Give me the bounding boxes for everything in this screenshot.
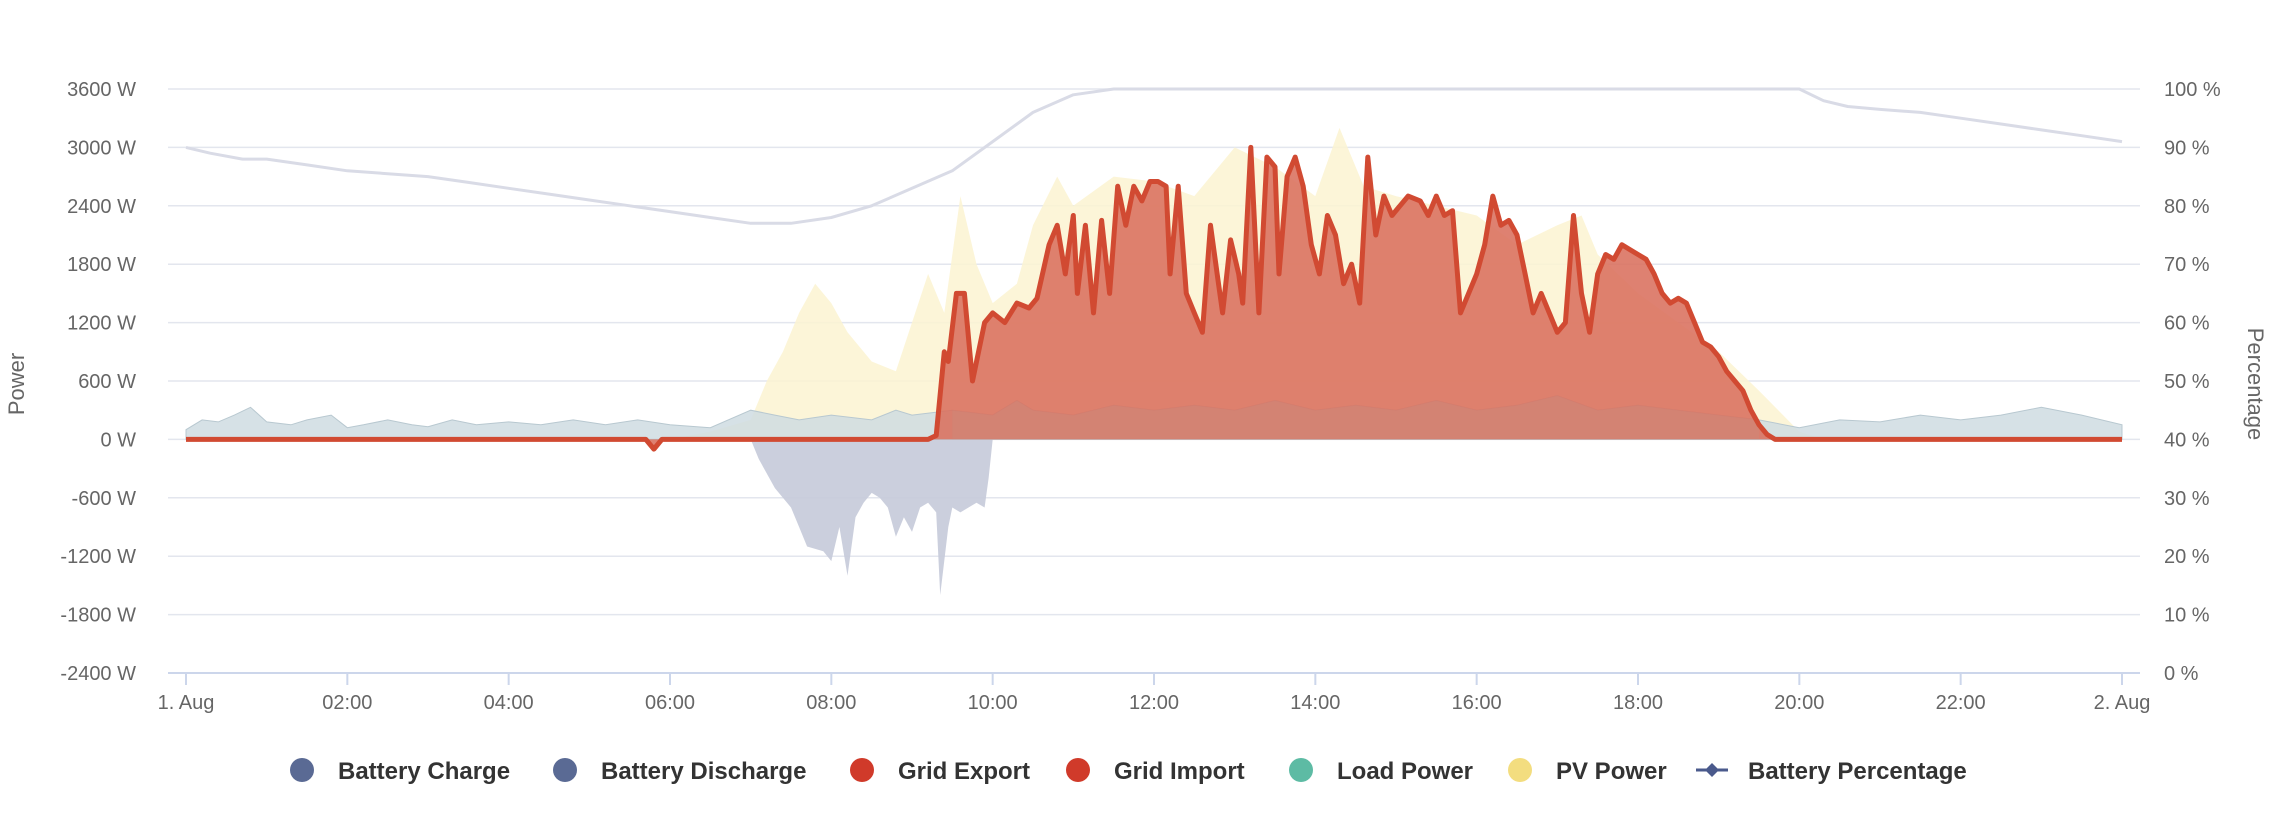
grid-export-line xyxy=(186,144,2122,452)
x-tick-label: 16:00 xyxy=(1452,692,1502,714)
axes: 3600 W 3000 W 2400 W 1800 W 1200 W 600 W 0 W -6… xyxy=(60,79,2221,714)
x-tick-label: 1. Aug xyxy=(158,692,215,714)
y-left-tick-label: -1200 W xyxy=(60,546,136,568)
legend-item-grid-export[interactable]: Grid Export xyxy=(850,758,1030,785)
legend-item-pv-power[interactable]: PV Power xyxy=(1508,758,1667,785)
y-axis-left-title: Power xyxy=(4,353,29,415)
y-left-tick-label: 2400 W xyxy=(67,196,136,218)
y-right-tick-label: 100 % xyxy=(2164,79,2221,101)
y-right-tick-label: 50 % xyxy=(2164,371,2210,393)
y-right-tick-label: 0 % xyxy=(2164,663,2199,685)
legend-item-load-power[interactable]: Load Power xyxy=(1289,758,1473,785)
x-tick-label: 20:00 xyxy=(1774,692,1824,714)
y-left-tick-label: -2400 W xyxy=(60,663,136,685)
battery-percentage-line xyxy=(185,87,2123,225)
y-axis-right-title: Percentage xyxy=(2243,328,2268,441)
legend-label: Battery Percentage xyxy=(1748,758,1967,785)
x-tick-label: 14:00 xyxy=(1290,692,1340,714)
x-tick-label: 10:00 xyxy=(968,692,1018,714)
legend-circle-symbol xyxy=(850,758,874,782)
y-left-tick-label: -600 W xyxy=(72,488,137,510)
legend-item-grid-import[interactable]: Grid Import xyxy=(1066,758,1245,785)
y-left-tick-label: -1800 W xyxy=(60,605,136,627)
grid-export-area xyxy=(186,147,2122,450)
x-tick-label: 2. Aug xyxy=(2094,692,2151,714)
x-tick-label: 02:00 xyxy=(322,692,372,714)
x-tick-label: 22:00 xyxy=(1936,692,1986,714)
y-right-tick-label: 30 % xyxy=(2164,488,2210,510)
y-right-tick-label: 90 % xyxy=(2164,137,2210,159)
legend-circle-symbol xyxy=(1066,758,1090,782)
battery-area xyxy=(750,439,993,596)
x-tick-label: 08:00 xyxy=(806,692,856,714)
y-right-tick-label: 20 % xyxy=(2164,546,2210,568)
y-right-tick-label: 70 % xyxy=(2164,254,2210,276)
legend-label: Load Power xyxy=(1337,758,1473,785)
y-left-tick-label: 600 W xyxy=(78,371,136,393)
load-overlay-area xyxy=(952,395,1759,440)
y-left-tick-label: 1200 W xyxy=(67,313,136,335)
y-right-tick-label: 40 % xyxy=(2164,429,2210,451)
legend-circle-symbol xyxy=(553,758,577,782)
legend-item-battery-percentage[interactable]: Battery Percentage xyxy=(1696,758,1967,785)
x-tick-label: 12:00 xyxy=(1129,692,1179,714)
y-left-tick-label: 1800 W xyxy=(67,254,136,276)
y-right-tick-label: 10 % xyxy=(2164,605,2210,627)
x-tick-label: 18:00 xyxy=(1613,692,1663,714)
legend-label: Grid Import xyxy=(1114,758,1245,785)
y-left-tick-label: 3600 W xyxy=(67,79,136,101)
y-right-tick-label: 80 % xyxy=(2164,196,2210,218)
legend-item-battery-charge[interactable]: Battery Charge xyxy=(290,758,510,785)
series-layer xyxy=(185,87,2123,596)
legend-label: Battery Charge xyxy=(338,758,510,785)
x-tick-label: 04:00 xyxy=(484,692,534,714)
legend-label: Battery Discharge xyxy=(601,758,806,785)
legend-diamond-symbol xyxy=(1705,763,1719,777)
legend: Battery Charge Battery Discharge Grid Expo… xyxy=(290,758,1967,785)
x-tick-label: 06:00 xyxy=(645,692,695,714)
y-left-tick-label: 0 W xyxy=(100,429,136,451)
legend-circle-symbol xyxy=(1508,758,1532,782)
legend-label: PV Power xyxy=(1556,758,1667,785)
legend-label: Grid Export xyxy=(898,758,1030,785)
y-right-tick-label: 60 % xyxy=(2164,313,2210,335)
legend-item-battery-discharge[interactable]: Battery Discharge xyxy=(553,758,806,785)
legend-circle-symbol xyxy=(1289,758,1313,782)
y-left-tick-label: 3000 W xyxy=(67,137,136,159)
legend-circle-symbol xyxy=(290,758,314,782)
